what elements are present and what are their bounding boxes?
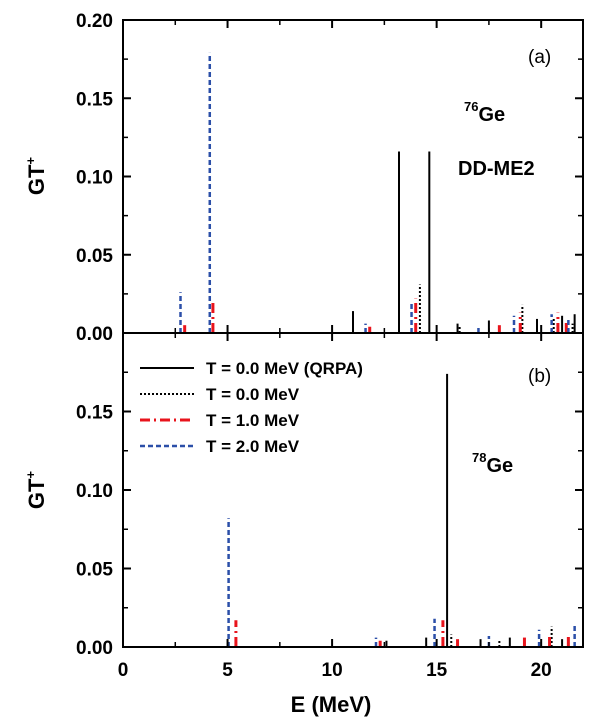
panel-b-y-tick-labels: 0.00 0.05 0.10 0.15 [76,403,113,660]
panel-a-tag: (a) [528,47,551,68]
panel-b-nucleus-symbol: Ge [486,455,513,477]
y-axis-title-b-sup: + [23,471,38,479]
legend: T = 0.0 MeV (QRPA) T = 0.0 MeV T = 1.0 MeV… [140,359,363,456]
x-tick-label-3: 15 [426,660,448,681]
y-axis-title-b: GT+ [23,471,49,510]
x-tick-label-2: 10 [322,660,343,681]
legend-label-t-2-0-mev: T = 2.0 MeV [206,437,300,456]
panel-a-bars [179,52,576,333]
panel-a-ytick-label-4: 0.20 [76,11,113,32]
panel-a-y-tick-labels: 0.00 0.05 0.10 0.15 0.20 [76,11,113,345]
y-axis-title-a-sup: + [23,157,38,165]
legend-label-t-1-0-mev: T = 1.0 MeV [206,411,300,430]
panel-a-ytick-label-2: 0.10 [76,168,113,189]
panel-a-nucleus-mass: 76 [464,99,478,114]
panel-a-nucleus: 76Ge [464,99,505,126]
legend-label-t-0-0-mev-qrpa: T = 0.0 MeV (QRPA) [206,359,363,378]
panel-b-ticks [122,332,583,648]
y-axis-title-a: GT+ [23,157,49,196]
x-tick-labels: 0 5 10 15 20 [118,660,552,681]
panel-b-tag: (b) [528,366,551,387]
panel-a-ytick-label-3: 0.15 [76,89,113,110]
panel-a-ytick-label-0: 0.00 [76,324,113,345]
y-axis-title-a-main: GT [24,164,49,195]
x-axis-title: E (MeV) [291,692,372,717]
panel-a: 0.00 0.05 0.10 0.15 0.20 (a) 76Ge DD-ME2 [76,11,584,345]
panel-b-frame [122,332,584,648]
y-axis-title-b-main: GT [24,478,49,509]
panel-a-extra-label: DD-ME2 [458,158,535,180]
panel-b: 0.00 0.05 0.10 0.15 (b) 78Ge T = 0.0 MeV (Q… [76,332,584,660]
x-tick-label-0: 0 [118,660,129,681]
panel-b-ytick-label-0: 0.00 [76,638,113,659]
panel-b-ytick-label-2: 0.10 [76,481,113,502]
panel-b-ytick-label-1: 0.05 [76,560,113,581]
x-tick-label-1: 5 [222,660,233,681]
x-tick-label-4: 20 [531,660,552,681]
panel-a-nucleus-symbol: Ge [478,104,505,126]
panel-b-nucleus: 78Ge [472,450,513,477]
legend-label-t-0-0-mev: T = 0.0 MeV [206,385,300,404]
panel-b-nucleus-mass: 78 [472,450,486,465]
panel-a-ytick-label-1: 0.05 [76,246,113,267]
panel-b-ytick-label-3: 0.15 [76,403,113,424]
